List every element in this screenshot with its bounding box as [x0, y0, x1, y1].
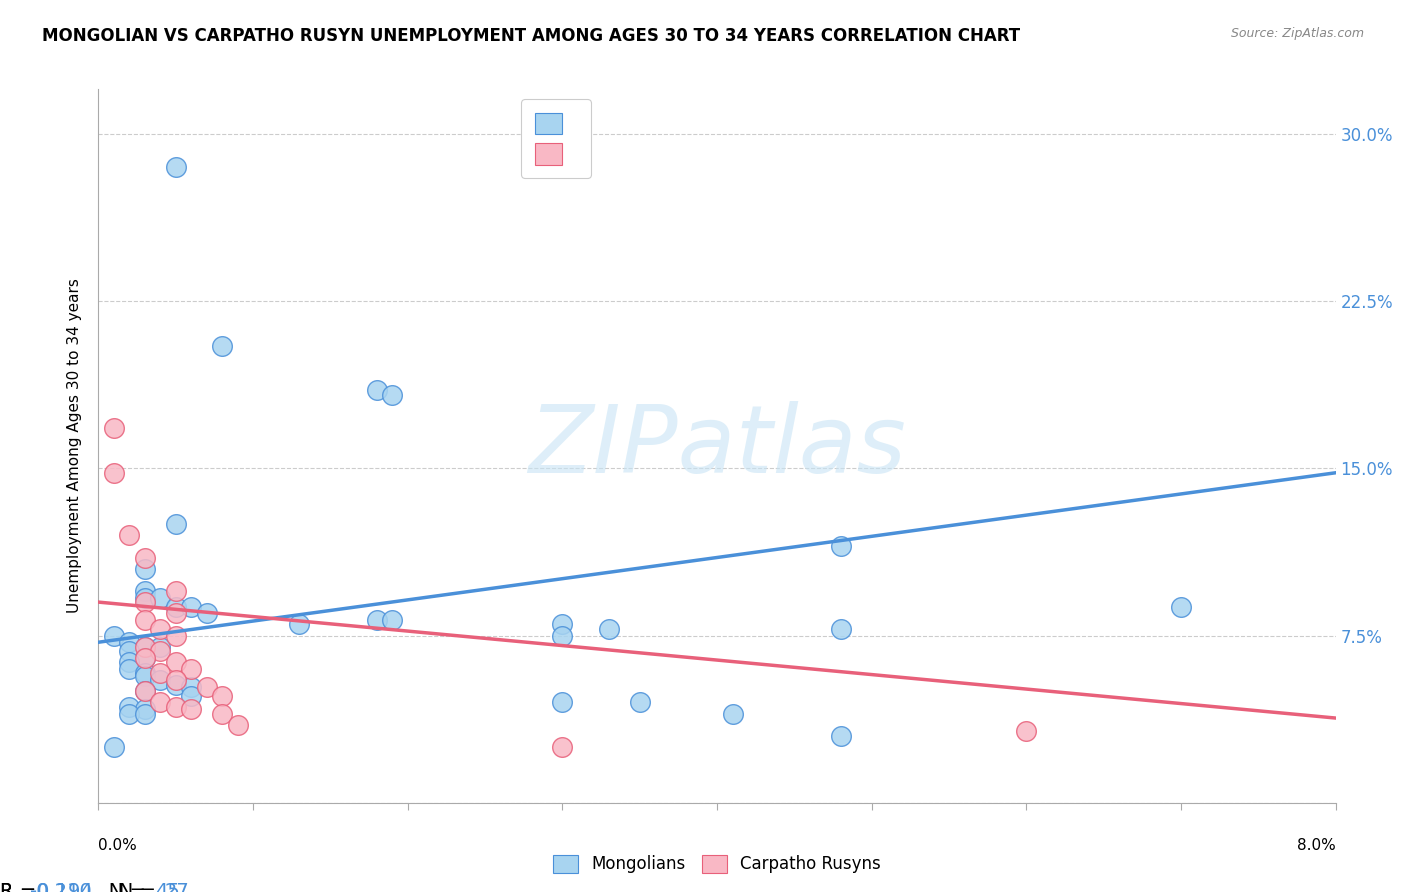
Point: [118, 662, 141, 676]
Point: [628, 696, 651, 710]
Point: [165, 673, 187, 687]
Point: [381, 613, 404, 627]
Point: [830, 729, 852, 743]
Y-axis label: Unemployment Among Ages 30 to 34 years: Unemployment Among Ages 30 to 34 years: [67, 278, 83, 614]
Point: [366, 613, 388, 627]
Point: [118, 644, 141, 658]
Point: [134, 583, 156, 598]
Legend: Mongolians, Carpatho Rusyns: Mongolians, Carpatho Rusyns: [546, 848, 889, 880]
Point: [134, 651, 156, 665]
Point: [180, 662, 202, 676]
Point: [149, 644, 172, 658]
Point: [830, 539, 852, 553]
Point: [134, 640, 156, 654]
Point: [165, 607, 187, 621]
Point: [180, 702, 202, 716]
Point: [598, 622, 620, 636]
Point: [381, 387, 404, 401]
Point: [118, 635, 141, 649]
Point: [149, 696, 172, 710]
Point: [165, 628, 187, 642]
Point: [288, 617, 311, 632]
Point: [134, 666, 156, 681]
Point: [165, 160, 187, 174]
Point: [134, 562, 156, 576]
Point: [180, 680, 202, 694]
Point: [134, 595, 156, 609]
Point: [134, 702, 156, 716]
Point: [721, 706, 744, 721]
Point: [149, 622, 172, 636]
Text: R =: R =: [0, 882, 42, 892]
Point: [134, 651, 156, 665]
Text: 27: 27: [165, 882, 190, 892]
Point: [165, 699, 187, 714]
Point: [149, 666, 172, 681]
Point: [118, 706, 141, 721]
Point: [551, 628, 574, 642]
Point: [134, 550, 156, 565]
Text: 45: 45: [155, 882, 180, 892]
Point: [149, 640, 172, 654]
Point: [134, 669, 156, 683]
Point: [134, 640, 156, 654]
Text: R =: R =: [0, 882, 42, 892]
Point: [103, 421, 125, 435]
Point: [134, 684, 156, 698]
Point: [165, 599, 187, 614]
Point: [165, 583, 187, 598]
Text: Source: ZipAtlas.com: Source: ZipAtlas.com: [1230, 27, 1364, 40]
Point: [830, 622, 852, 636]
Point: [366, 384, 388, 398]
Point: [211, 706, 233, 721]
Point: [551, 696, 574, 710]
Point: [165, 655, 187, 669]
Point: [1015, 724, 1038, 739]
Text: N =: N =: [100, 882, 162, 892]
Point: [134, 591, 156, 605]
Text: 0.210: 0.210: [30, 882, 91, 892]
Point: [211, 338, 233, 352]
Point: [134, 613, 156, 627]
Point: [226, 717, 249, 731]
Point: [165, 517, 187, 532]
Point: [134, 706, 156, 721]
Point: [149, 591, 172, 605]
Text: ZIPatlas: ZIPatlas: [529, 401, 905, 491]
Point: [551, 740, 574, 755]
Point: [103, 740, 125, 755]
Point: [149, 673, 172, 687]
Text: 0.0%: 0.0%: [98, 838, 138, 854]
Point: [180, 689, 202, 703]
Text: 8.0%: 8.0%: [1296, 838, 1336, 854]
Point: [103, 466, 125, 480]
Point: [134, 684, 156, 698]
Point: [551, 617, 574, 632]
Point: [195, 680, 218, 694]
Point: [211, 689, 233, 703]
Point: [118, 699, 141, 714]
Point: [1170, 599, 1192, 614]
Point: [103, 628, 125, 642]
Point: [180, 599, 202, 614]
Point: [165, 678, 187, 692]
Point: [118, 528, 141, 542]
Point: [118, 655, 141, 669]
Text: -0.194: -0.194: [30, 882, 93, 892]
Point: [195, 607, 218, 621]
Text: MONGOLIAN VS CARPATHO RUSYN UNEMPLOYMENT AMONG AGES 30 TO 34 YEARS CORRELATION C: MONGOLIAN VS CARPATHO RUSYN UNEMPLOYMENT…: [42, 27, 1021, 45]
Text: N =: N =: [90, 882, 152, 892]
